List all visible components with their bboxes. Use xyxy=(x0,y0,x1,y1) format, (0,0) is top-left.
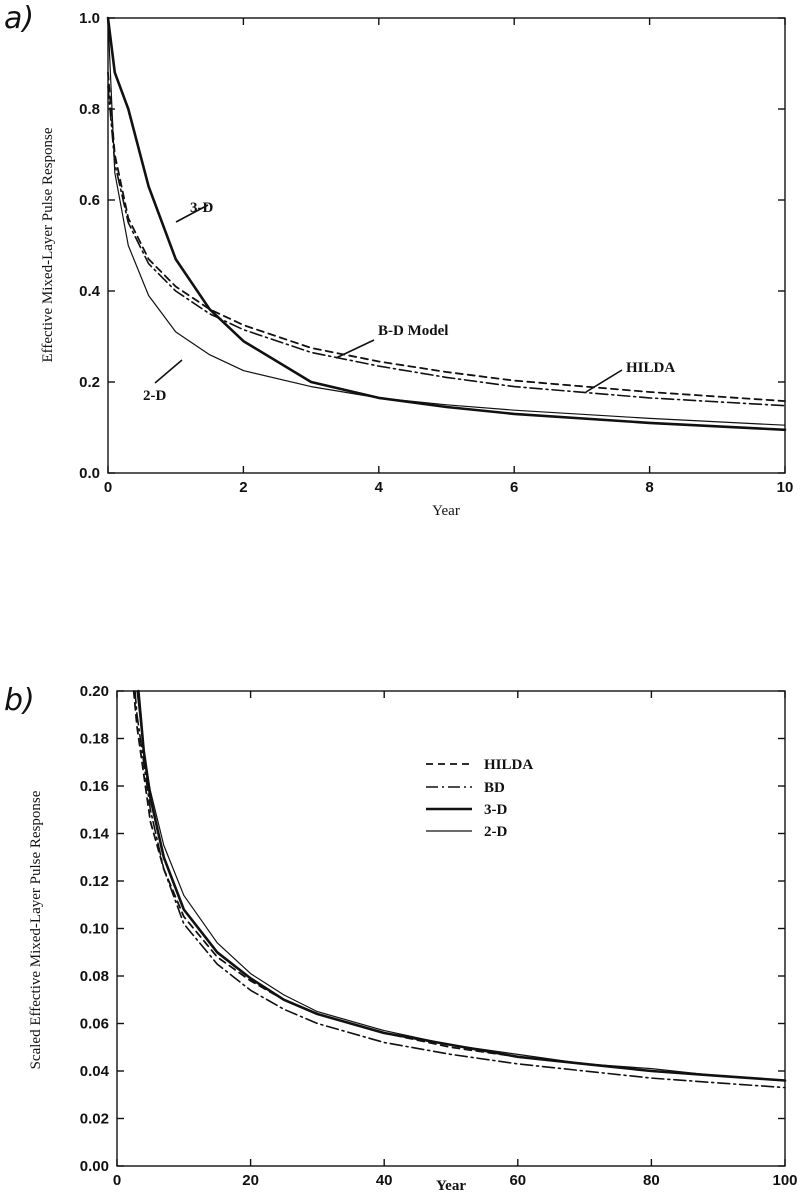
annotation-hilda-leader xyxy=(585,369,623,393)
panel-a-series-hilda xyxy=(107,71,786,402)
legend-label-2d: 2-D xyxy=(484,824,507,840)
panel-a-ticks: 0 2 4 6 8 10 0.0 0.2 0.4 0.6 0.8 1.0 xyxy=(79,10,793,496)
panel-b-legend: HILDA BD 3-D 2-D xyxy=(426,757,533,840)
panel-a-frame xyxy=(107,17,786,474)
panel-a-y-tick-label: 0.8 xyxy=(79,101,100,118)
panel-b-x-tick-label: 100 xyxy=(772,1172,797,1189)
panel-b-series xyxy=(132,689,787,1089)
panel-b-series-2-d xyxy=(136,690,786,1082)
panel-a-series xyxy=(106,16,787,432)
panel-a-x-tick-label: 10 xyxy=(777,479,794,496)
panel-a: a) 0 2 4 6 8 10 0.0 0.2 0.4 0.6 0.8 1.0 Year Effect… xyxy=(4,1,793,519)
panel-b-y-tick-label: 0.08 xyxy=(80,968,109,985)
panel-b-x-tick-label: 20 xyxy=(242,1172,259,1189)
panel-a-x-tick-label: 0 xyxy=(104,479,112,496)
panel-a-y-tick-label: 0.0 xyxy=(79,465,100,482)
panel-a-y-tick-label: 1.0 xyxy=(79,10,100,27)
panel-a-y-tick-label: 0.4 xyxy=(79,283,101,300)
panel-a-label: a) xyxy=(4,1,34,36)
annotation-3d-leader xyxy=(175,204,209,223)
legend-label-bd: BD xyxy=(484,780,505,796)
panel-a-x-tick-label: 6 xyxy=(510,479,518,496)
panel-b-series-3-d xyxy=(137,689,787,1082)
annotation-bd-leader xyxy=(335,339,375,359)
panel-b-y-tick-label: 0.10 xyxy=(80,921,109,938)
panel-b-x-tick-label: 40 xyxy=(376,1172,393,1189)
panel-b-x-tick-label: 0 xyxy=(113,1172,121,1189)
panel-b-label: b) xyxy=(4,683,35,718)
panel-b-series-hilda xyxy=(132,690,786,1082)
panel-b-y-axis-label: Scaled Effective Mixed-Layer Pulse Respo… xyxy=(28,790,44,1069)
panel-b-x-tick-label: 60 xyxy=(509,1172,526,1189)
panel-a-y-axis-label: Effective Mixed-Layer Pulse Response xyxy=(40,127,56,362)
panel-b-frame xyxy=(116,690,786,1167)
panel-b-y-tick-label: 0.00 xyxy=(80,1158,109,1175)
panel-a-y-tick-label: 0.2 xyxy=(79,374,100,391)
legend-label-hilda: HILDA xyxy=(484,757,533,773)
panel-a-y-tick-label: 0.6 xyxy=(79,192,100,209)
panel-a-x-axis-label: Year xyxy=(432,503,460,519)
panel-b-ticks: 0 20 40 60 80 100 0.00 0.02 0.04 0.06 0.08 0.10 0.12… xyxy=(80,683,798,1189)
panel-b-y-tick-label: 0.06 xyxy=(80,1016,109,1033)
panel-a-x-tick-label: 4 xyxy=(375,479,384,496)
panel-b-x-axis-label: Year xyxy=(436,1178,466,1194)
annotation-hilda: HILDA xyxy=(626,360,675,376)
panel-b-y-tick-label: 0.16 xyxy=(80,778,109,795)
panel-a-x-tick-label: 8 xyxy=(645,479,653,496)
panel-a-series-3-d xyxy=(106,16,787,432)
panel-b-y-tick-label: 0.04 xyxy=(80,1063,110,1080)
panel-b-y-tick-label: 0.20 xyxy=(80,683,109,700)
panel-a-series-b-d-model xyxy=(107,85,786,407)
panel-b-y-tick-label: 0.12 xyxy=(80,873,109,890)
panel-b-y-tick-label: 0.02 xyxy=(80,1111,109,1128)
panel-a-x-tick-label: 2 xyxy=(239,479,247,496)
annotation-2d: 2-D xyxy=(143,388,166,404)
panel-b-series-bd xyxy=(134,690,786,1089)
panel-b-y-tick-label: 0.18 xyxy=(80,731,109,748)
panel-b-x-tick-label: 80 xyxy=(643,1172,660,1189)
panel-b-y-tick-label: 0.14 xyxy=(80,826,110,843)
panel-a-series-2-d xyxy=(107,17,786,426)
annotation-bd-model: B-D Model xyxy=(378,323,448,339)
annotation-2d-leader xyxy=(154,359,183,384)
legend-label-3d: 3-D xyxy=(484,802,507,818)
panel-b: b) 0 20 40 60 80 1000.000.020.040.060.080.100… xyxy=(4,683,798,1194)
